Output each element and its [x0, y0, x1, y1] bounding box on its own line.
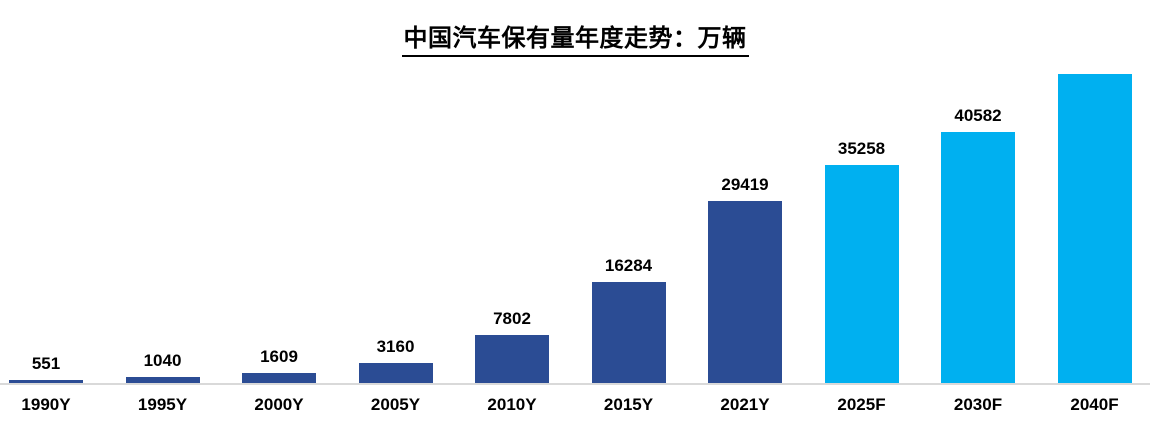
bar-2030F	[941, 132, 1015, 383]
x-axis-label-2040F: 2040F	[1070, 395, 1119, 414]
bar-value-label-2000Y: 1609	[260, 347, 298, 366]
bar-2005Y	[358, 363, 433, 383]
bar-value-label-1995Y: 1040	[143, 351, 182, 370]
x-axis-label-2025F: 2025F	[837, 395, 886, 414]
x-axis-line	[0, 383, 1150, 385]
bar-value-label-2025F: 35258	[837, 139, 886, 158]
bar-2025F	[824, 165, 899, 383]
bar-1990Y	[9, 380, 83, 383]
bar-value-label-2010Y: 7802	[493, 309, 531, 328]
bar-value-label-2015Y: 16284	[604, 256, 653, 275]
x-axis-label-2000Y: 2000Y	[254, 395, 304, 414]
x-axis-label-1990Y: 1990Y	[21, 395, 71, 414]
bar-2040F	[1057, 74, 1132, 383]
x-axis-label-2010Y: 2010Y	[487, 395, 537, 414]
chart-title-row: 中国汽车保有量年度走势：万辆	[0, 18, 1150, 57]
bar-value-label-2030F: 40582	[954, 106, 1002, 125]
bar-value-label-2005Y: 3160	[376, 337, 415, 356]
bar-2000Y	[242, 373, 316, 383]
x-axis-label-2015Y: 2015Y	[603, 395, 654, 414]
bar-1995Y	[125, 377, 200, 383]
x-axis-label-2030F: 2030F	[953, 395, 1003, 414]
bar-2010Y	[475, 335, 549, 383]
x-axis-label-2005Y: 2005Y	[370, 395, 421, 414]
chart-title: 中国汽车保有量年度走势：万辆	[401, 18, 749, 57]
bar-2015Y	[591, 282, 666, 383]
x-axis-label-1995Y: 1995Y	[137, 395, 188, 414]
x-axis-label-2021Y: 2021Y	[720, 395, 770, 414]
bar-value-label-1990Y: 551	[31, 354, 61, 373]
bar-value-label-2021Y: 29419	[721, 175, 769, 194]
bar-2021Y	[708, 201, 782, 383]
